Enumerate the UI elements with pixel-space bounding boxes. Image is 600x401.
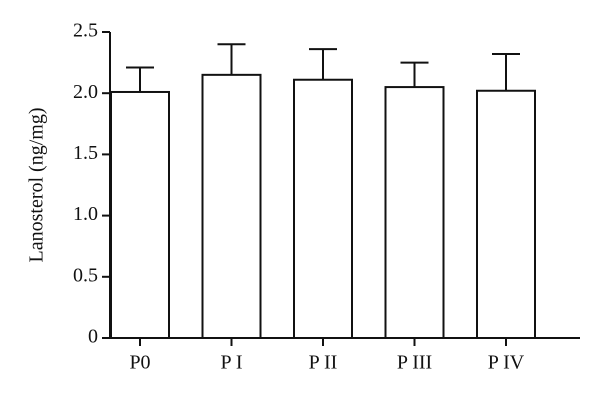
bar <box>293 78 353 340</box>
y-tick-label: 1.5 <box>73 142 98 164</box>
x-tick-label: P0 <box>129 352 150 374</box>
y-tick-label: 1.0 <box>73 203 98 225</box>
y-axis-label: Lanosterol (ng/mg) <box>26 108 48 263</box>
x-tick-label: P I <box>220 352 242 374</box>
x-tick-label: P IV <box>488 352 525 374</box>
bar <box>201 73 262 339</box>
y-tick-label: 2.0 <box>73 81 98 103</box>
bar <box>110 90 170 339</box>
y-tick-label: 0 <box>88 326 98 348</box>
bar <box>384 86 445 339</box>
y-tick-label: 2.5 <box>73 20 98 42</box>
y-tick-label: 0.5 <box>73 264 98 286</box>
bar <box>476 89 536 339</box>
x-tick-label: P III <box>397 352 432 374</box>
x-tick-label: P II <box>309 352 338 374</box>
